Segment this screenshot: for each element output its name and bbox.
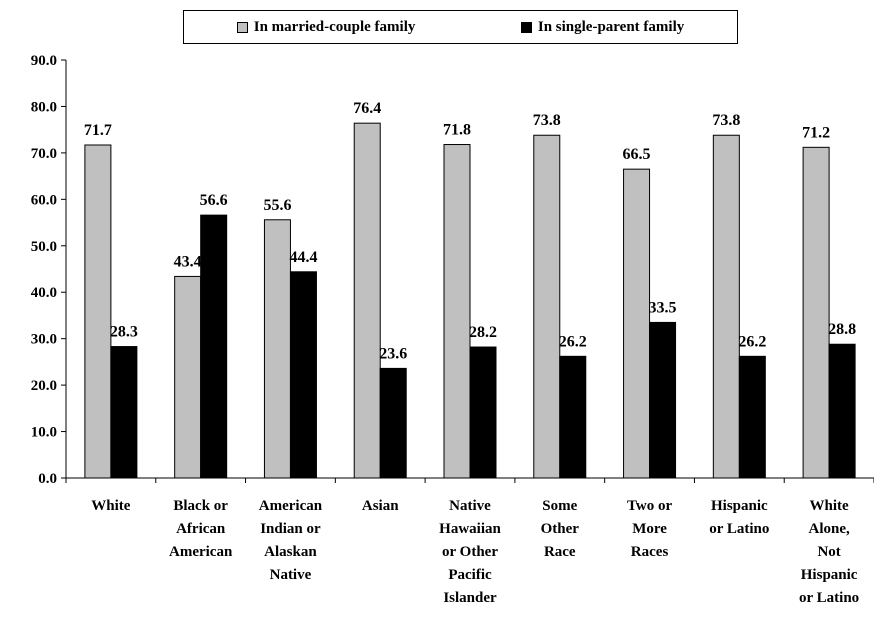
legend-swatch-single xyxy=(520,21,532,33)
x-category-label: Native xyxy=(449,498,491,514)
bar-married xyxy=(533,134,561,479)
y-tick-label: 70.0 xyxy=(31,146,57,162)
bar-married xyxy=(353,122,381,479)
y-tick-label: 80.0 xyxy=(31,99,57,115)
x-category-label: Indian or xyxy=(260,521,321,537)
y-tick-label: 20.0 xyxy=(31,378,57,394)
value-label-single: 28.2 xyxy=(469,324,497,341)
value-label-married: 55.6 xyxy=(263,197,291,214)
y-tick-label: 0.0 xyxy=(38,471,57,487)
value-label-single: 28.8 xyxy=(828,321,856,338)
x-category-label: Hawaiian xyxy=(439,521,501,537)
bar-single xyxy=(469,346,497,479)
x-category-label: or Latino xyxy=(799,590,859,606)
x-category-label: More xyxy=(632,521,667,537)
x-category-label: or Latino xyxy=(709,521,769,537)
y-tick-label: 30.0 xyxy=(31,332,57,348)
bar-married xyxy=(443,144,471,479)
value-label-single: 23.6 xyxy=(379,345,407,362)
bar-single xyxy=(738,355,766,479)
x-category-label: Black or xyxy=(173,498,228,514)
value-label-single: 33.5 xyxy=(649,299,677,316)
x-category-label: Asian xyxy=(362,498,399,514)
x-category-label: Alaskan xyxy=(264,544,317,560)
bar-single xyxy=(200,214,228,479)
x-category-label: Two or xyxy=(627,498,672,514)
bar-married xyxy=(712,134,740,479)
x-category-label: Alone, xyxy=(808,521,850,537)
x-category-label: African xyxy=(176,521,226,537)
value-label-married: 71.2 xyxy=(802,124,830,141)
value-label-married: 43.4 xyxy=(174,253,202,270)
value-label-single: 44.4 xyxy=(289,249,317,266)
legend-label-single: In single-parent family xyxy=(537,18,685,35)
legend-label-married: In married-couple family xyxy=(253,18,416,35)
value-label-married: 71.8 xyxy=(443,122,471,139)
x-category-label: Pacific xyxy=(448,567,492,583)
legend: In married-couple family In single-paren… xyxy=(183,10,738,44)
legend-swatch-married xyxy=(236,21,248,33)
bar-single xyxy=(649,321,677,479)
x-category-label: Some xyxy=(542,498,577,514)
value-label-married: 71.7 xyxy=(84,122,112,139)
x-category-label: Other xyxy=(541,521,580,537)
bar-married xyxy=(84,144,112,479)
x-category-label: Islander xyxy=(443,590,497,606)
bar-single xyxy=(559,355,587,479)
x-category-label: Native xyxy=(270,567,312,583)
x-category-label: White xyxy=(810,498,850,514)
x-category-label: Races xyxy=(631,544,669,560)
y-tick-label: 90.0 xyxy=(31,53,57,69)
bar-married xyxy=(263,219,291,479)
y-tick-label: 40.0 xyxy=(31,285,57,301)
value-label-single: 28.3 xyxy=(110,324,138,341)
legend-entry-single: In single-parent family xyxy=(520,18,685,36)
bar-single xyxy=(289,271,317,479)
x-category-label: American xyxy=(169,544,233,560)
y-tick-label: 50.0 xyxy=(31,239,57,255)
bar-married xyxy=(174,275,202,479)
value-label-single: 26.2 xyxy=(738,333,766,350)
bar-single xyxy=(110,346,138,479)
x-category-label: Race xyxy=(544,544,576,560)
x-category-label: Not xyxy=(817,544,840,560)
x-category-label: Hispanic xyxy=(801,567,858,583)
bar-single xyxy=(379,367,407,479)
x-category-label: Hispanic xyxy=(711,498,768,514)
value-label-married: 66.5 xyxy=(623,146,651,163)
legend-entry-married: In married-couple family xyxy=(236,18,416,36)
x-category-label: or Other xyxy=(442,544,498,560)
value-label-married: 73.8 xyxy=(533,112,561,129)
y-tick-label: 10.0 xyxy=(31,425,57,441)
value-label-single: 56.6 xyxy=(200,192,228,209)
bar-married xyxy=(623,168,651,479)
value-label-single: 26.2 xyxy=(559,333,587,350)
value-label-married: 76.4 xyxy=(353,100,381,117)
y-tick-label: 60.0 xyxy=(31,192,57,208)
x-category-label: American xyxy=(259,498,323,514)
bar-single xyxy=(828,343,856,479)
bar-married xyxy=(802,146,830,479)
value-label-married: 73.8 xyxy=(712,112,740,129)
x-category-label: White xyxy=(91,498,131,514)
